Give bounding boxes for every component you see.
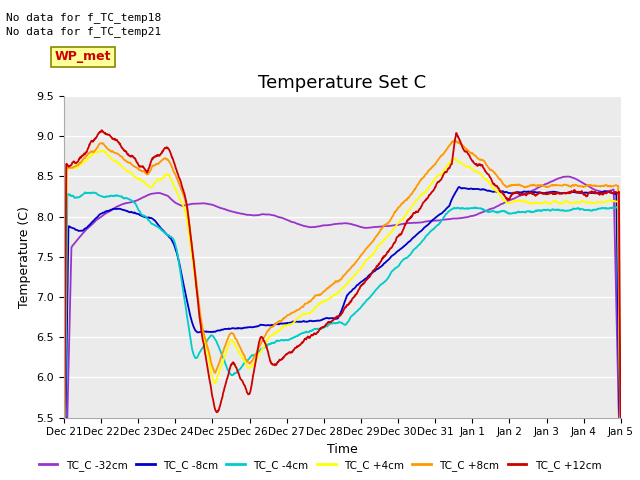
Text: WP_met: WP_met [55, 50, 111, 63]
Legend: TC_C -32cm, TC_C -8cm, TC_C -4cm, TC_C +4cm, TC_C +8cm, TC_C +12cm: TC_C -32cm, TC_C -8cm, TC_C -4cm, TC_C +… [35, 456, 605, 475]
Title: Temperature Set C: Temperature Set C [259, 73, 426, 92]
Text: No data for f_TC_temp18: No data for f_TC_temp18 [6, 12, 162, 23]
Y-axis label: Temperature (C): Temperature (C) [18, 206, 31, 308]
X-axis label: Time: Time [327, 443, 358, 456]
Text: No data for f_TC_temp21: No data for f_TC_temp21 [6, 26, 162, 37]
